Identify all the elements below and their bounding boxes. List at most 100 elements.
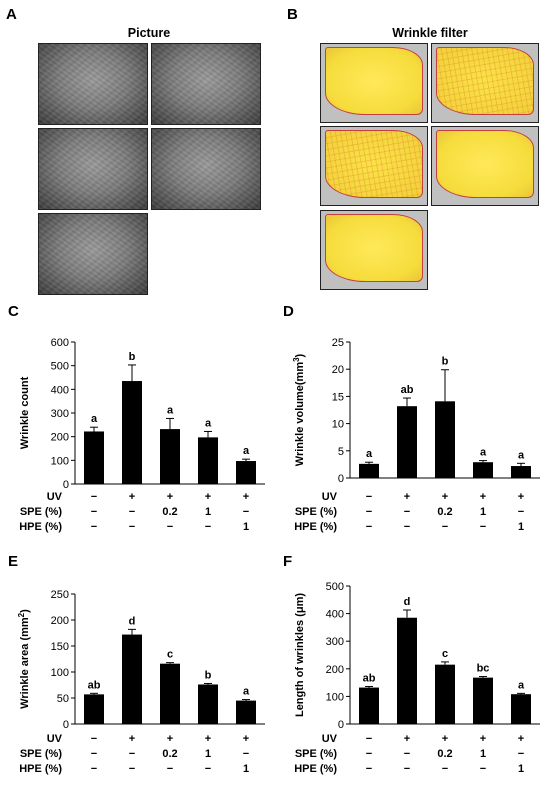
y-tick-label: 20 [332, 364, 344, 376]
significance-letter: a [518, 449, 525, 461]
condition-value: − [167, 763, 173, 775]
condition-value: − [129, 521, 135, 533]
condition-value: − [205, 521, 211, 533]
y-axis-label: Wrinkle area (mm2) [17, 609, 31, 709]
condition-value: − [366, 506, 372, 518]
y-tick-label: 0 [338, 719, 344, 731]
condition-value: 0.2 [162, 748, 177, 760]
condition-label: HPE (%) [19, 763, 62, 775]
condition-value: + [518, 491, 524, 503]
condition-value: + [404, 491, 410, 503]
condition-value: + [167, 733, 173, 745]
condition-value: 1 [205, 506, 211, 518]
y-tick-label: 150 [51, 641, 69, 653]
bar [397, 406, 417, 478]
significance-letter: ab [363, 672, 376, 684]
y-tick-label: 100 [326, 691, 344, 703]
condition-value: + [442, 733, 448, 745]
panel-letter: C [8, 303, 19, 320]
significance-letter: b [205, 669, 212, 681]
y-tick-label: 10 [332, 419, 344, 431]
bar [84, 694, 104, 724]
skin-photo-5 [38, 213, 148, 295]
significance-letter: a [167, 404, 174, 416]
bar [435, 401, 455, 478]
significance-letter: a [366, 448, 373, 460]
condition-value: − [518, 748, 524, 760]
bar [122, 634, 142, 724]
y-axis-label: Wrinkle count [19, 376, 31, 449]
bar [198, 437, 218, 484]
y-tick-label: 200 [51, 432, 69, 444]
condition-value: − [243, 748, 249, 760]
condition-value: − [366, 521, 372, 533]
y-tick-label: 5 [338, 446, 344, 458]
condition-value: + [480, 491, 486, 503]
condition-value: − [404, 521, 410, 533]
bar [236, 700, 256, 724]
condition-value: 1 [243, 763, 249, 775]
condition-value: + [205, 733, 211, 745]
condition-value: − [442, 763, 448, 775]
significance-letter: ab [88, 679, 101, 691]
condition-value: + [243, 491, 249, 503]
condition-value: − [91, 521, 97, 533]
significance-letter: a [518, 679, 525, 691]
condition-value: − [129, 763, 135, 775]
panel-letter-a: A [6, 6, 17, 23]
y-axis-label: Wrinkle volume(mm3) [292, 353, 306, 466]
bar [122, 381, 142, 484]
condition-value: 1 [480, 506, 486, 518]
condition-value: − [442, 521, 448, 533]
y-tick-label: 200 [326, 664, 344, 676]
condition-value: 1 [205, 748, 211, 760]
condition-value: 1 [518, 521, 524, 533]
bar [511, 466, 531, 478]
condition-value: − [205, 763, 211, 775]
bar [473, 677, 493, 724]
y-tick-label: 500 [51, 361, 69, 373]
condition-value: − [404, 506, 410, 518]
bar [84, 431, 104, 484]
y-tick-label: 600 [51, 337, 69, 349]
condition-value: + [167, 491, 173, 503]
condition-label: UV [322, 491, 338, 503]
condition-value: − [129, 506, 135, 518]
condition-value: + [404, 733, 410, 745]
condition-label: UV [322, 733, 338, 745]
skin-photo-2 [151, 43, 261, 125]
condition-value: − [243, 506, 249, 518]
wrinkle-filter-1 [320, 43, 428, 123]
chart-wrinkle-area: E Wrinkle area (mm2) 0 50 100 150 200 250 ab d c b a… [8, 553, 265, 775]
panel-letter: F [283, 553, 292, 570]
condition-value: 1 [243, 521, 249, 533]
condition-value: 0.2 [437, 506, 452, 518]
condition-value: − [480, 763, 486, 775]
y-tick-label: 300 [326, 636, 344, 648]
condition-label: HPE (%) [19, 521, 62, 533]
condition-value: + [243, 733, 249, 745]
chart-wrinkle-length: F Length of wrinkles (μm) 0 100 200 300 400 500… [283, 553, 540, 775]
condition-value: 0.2 [162, 506, 177, 518]
condition-value: 1 [518, 763, 524, 775]
wrinkle-filter-2 [431, 43, 539, 123]
wrinkle-filter-3 [320, 126, 428, 206]
condition-label: SPE (%) [20, 748, 63, 760]
condition-value: − [167, 521, 173, 533]
wrinkle-filter-5 [320, 210, 428, 290]
y-tick-label: 300 [51, 408, 69, 420]
condition-value: 1 [480, 748, 486, 760]
condition-value: − [404, 763, 410, 775]
significance-letter: a [205, 417, 212, 429]
bar [359, 463, 379, 478]
condition-value: + [205, 491, 211, 503]
bar [435, 664, 455, 724]
condition-label: SPE (%) [20, 506, 63, 518]
significance-letter: bc [477, 663, 490, 675]
y-tick-label: 100 [51, 455, 69, 467]
chart-wrinkle-count: C Wrinkle count 0 100 200 300 400 500 600 a b a a a UV… [8, 303, 265, 533]
condition-value: − [366, 733, 372, 745]
skin-photo-3 [38, 128, 148, 210]
condition-value: − [91, 763, 97, 775]
condition-value: − [91, 748, 97, 760]
